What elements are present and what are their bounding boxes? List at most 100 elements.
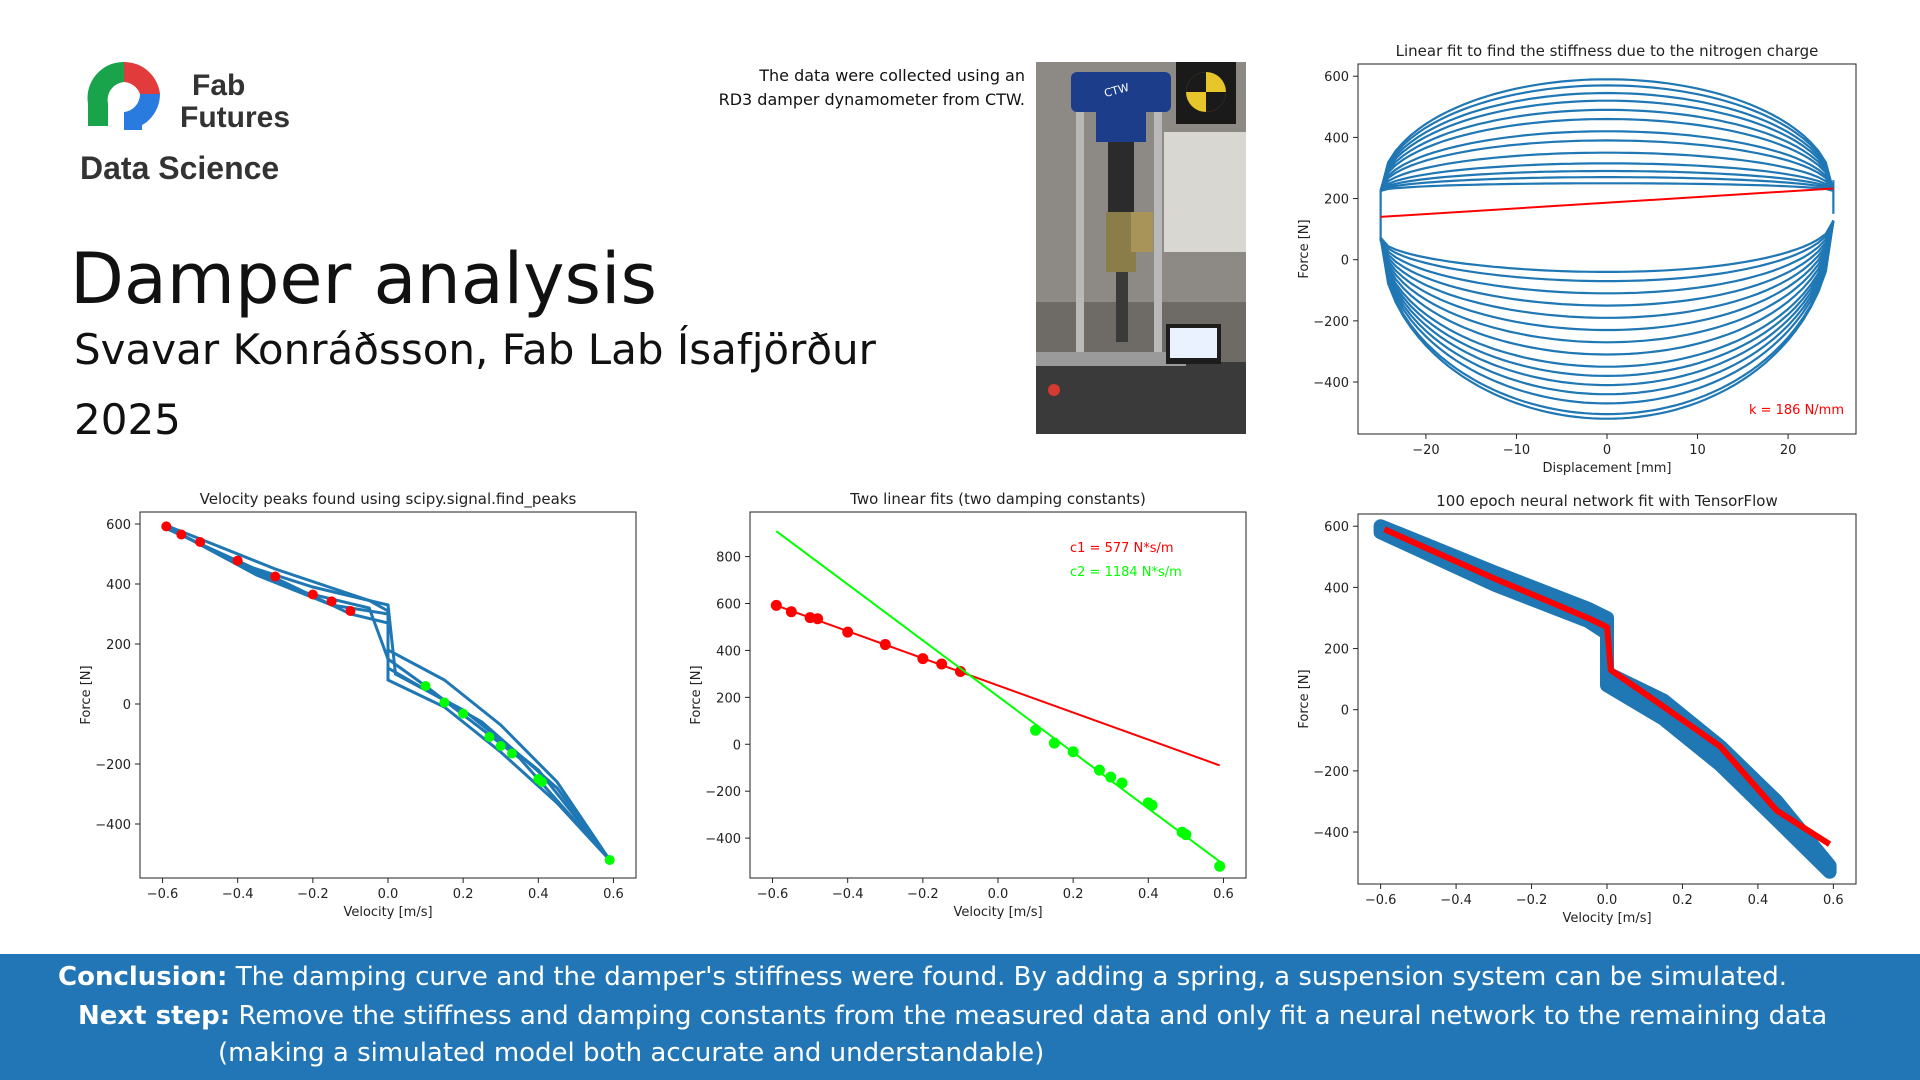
positive-peak-point <box>458 708 469 719</box>
hysteresis-loop-lower <box>1379 220 1835 273</box>
damping-data-point <box>1214 860 1226 872</box>
x-axis-label: Velocity [m/s] <box>343 905 432 920</box>
hysteresis-loop-upper <box>1379 162 1835 192</box>
damping-data-point <box>1180 829 1192 841</box>
neural-network-fit-line <box>1383 526 1832 847</box>
two-linear-fits-chart: Two linear fits (two damping constants) V… <box>689 490 1247 920</box>
hysteresis-loop-lower <box>1379 220 1835 387</box>
hysteresis-loop-upper <box>1379 99 1835 192</box>
hysteresis-loop-upper <box>1379 139 1835 192</box>
positive-peak-point <box>420 681 431 691</box>
positive-peak-point <box>604 855 615 865</box>
hysteresis-loop-lower <box>1379 220 1835 368</box>
y-tick-label: −400 <box>95 818 131 833</box>
damping-data-point <box>812 613 824 625</box>
x-tick-label: 0.6 <box>1823 893 1844 908</box>
stiffness-fit-line <box>1380 187 1834 218</box>
x-axis-label: Velocity [m/s] <box>953 905 1042 920</box>
hysteresis-loop-lower <box>1379 220 1835 319</box>
velocity-peaks-chart: Velocity peaks found using scipy.signal.… <box>79 490 637 920</box>
damping-data-point <box>842 626 854 638</box>
brand-name-line2: Futures <box>180 101 291 134</box>
y-tick-label: 200 <box>106 638 131 653</box>
velocity-force-curve <box>165 525 611 861</box>
y-tick-label: 200 <box>716 691 741 706</box>
damping-data-point <box>785 606 797 618</box>
hysteresis-loop-lower <box>1379 220 1835 378</box>
conclusion-label: Conclusion: <box>58 962 228 992</box>
x-axis-label: Velocity [m/s] <box>1562 911 1651 926</box>
chart-title: Velocity peaks found using scipy.signal.… <box>200 490 577 509</box>
x-tick-label: 0.0 <box>988 887 1009 902</box>
y-axis-label: Force [N] <box>1297 669 1312 728</box>
positive-peak-point <box>495 741 506 751</box>
y-axis-label: Force [N] <box>79 665 94 724</box>
hysteresis-loop-lower <box>1379 220 1835 283</box>
damping-data-point <box>1030 724 1042 736</box>
chart-title: Linear fit to find the stiffness due to … <box>1396 42 1819 60</box>
damper-dynamometer-photo: CTW <box>1036 62 1246 434</box>
x-tick-label: −0.2 <box>1516 893 1548 908</box>
dynamometer-photo-icon <box>1036 62 1246 434</box>
chart-title: 100 epoch neural network fit with Tensor… <box>1436 492 1778 510</box>
negative-peak-point <box>326 596 337 607</box>
author: Svavar Konráðsson, Fab Lab Ísafjörður <box>74 325 876 374</box>
y-tick-label: 600 <box>106 518 131 533</box>
damping-data-point <box>879 639 891 651</box>
x-tick-label: 0.4 <box>528 887 549 902</box>
damping-data-point <box>917 653 929 665</box>
next-step-line: Next step: Remove the stiffness and damp… <box>78 1001 1827 1031</box>
x-tick-label: −10 <box>1503 443 1530 458</box>
x-tick-label: −0.4 <box>1440 893 1472 908</box>
y-tick-label: 0 <box>1341 704 1349 719</box>
damping-data-point <box>1146 799 1158 811</box>
x-tick-label: 0.6 <box>603 887 624 902</box>
conclusion-text: The damping curve and the damper's stiff… <box>227 962 1788 992</box>
hysteresis-loop-lower <box>1379 220 1835 295</box>
plot-frame <box>1357 63 1857 435</box>
damping-constant-label: c2 = 1184 N*s/m <box>1070 565 1182 580</box>
x-tick-label: −0.6 <box>1365 893 1397 908</box>
hysteresis-loop-upper <box>1379 78 1835 192</box>
plot-frame <box>749 511 1247 879</box>
hysteresis-loop-upper <box>1379 84 1835 192</box>
x-tick-label: 0.0 <box>1597 893 1618 908</box>
y-tick-label: 400 <box>106 578 131 593</box>
y-tick-label: 600 <box>1324 520 1349 535</box>
negative-peak-point <box>270 571 281 582</box>
next-step-label: Next step: <box>78 1001 231 1031</box>
y-tick-label: 200 <box>1324 193 1349 208</box>
x-tick-label: −0.4 <box>832 887 864 902</box>
y-tick-label: −200 <box>1313 765 1349 780</box>
hysteresis-loop-lower <box>1379 220 1835 405</box>
neural-network-fit-chart: 100 epoch neural network fit with Tensor… <box>1297 492 1857 926</box>
hysteresis-loop-upper <box>1380 176 1834 192</box>
hysteresis-loop-upper <box>1379 117 1835 192</box>
damping-data-point <box>936 658 948 670</box>
hysteresis-loop-lower <box>1379 220 1835 344</box>
y-axis-label: Force [N] <box>689 665 704 724</box>
y-tick-label: −200 <box>1313 315 1349 330</box>
y-tick-label: −400 <box>1313 376 1349 391</box>
x-tick-label: 0.4 <box>1138 887 1159 902</box>
y-tick-label: 0 <box>123 698 131 713</box>
x-tick-label: 0 <box>1603 443 1611 458</box>
hysteresis-loop-upper <box>1379 169 1835 192</box>
x-tick-label: −0.4 <box>222 887 254 902</box>
negative-peak-point <box>345 606 356 616</box>
y-tick-label: 400 <box>716 644 741 659</box>
hysteresis-loop-upper <box>1379 151 1835 192</box>
damping-data-point <box>1105 771 1117 783</box>
x-tick-label: 0.2 <box>1063 887 1084 902</box>
positive-peak-point <box>484 732 495 742</box>
measured-data-band <box>1373 519 1837 879</box>
damping-fit-line <box>775 604 1221 767</box>
x-tick-label: −0.6 <box>147 887 179 902</box>
positive-peak-point <box>507 748 517 759</box>
plot-frame <box>139 511 637 879</box>
hysteresis-loop-upper <box>1380 182 1834 192</box>
hysteresis-loop-upper <box>1379 130 1835 192</box>
hysteresis-loop-lower <box>1379 220 1835 332</box>
brand-name-line1: Fab <box>192 69 246 102</box>
brand-name: Fab Futures <box>180 70 300 134</box>
